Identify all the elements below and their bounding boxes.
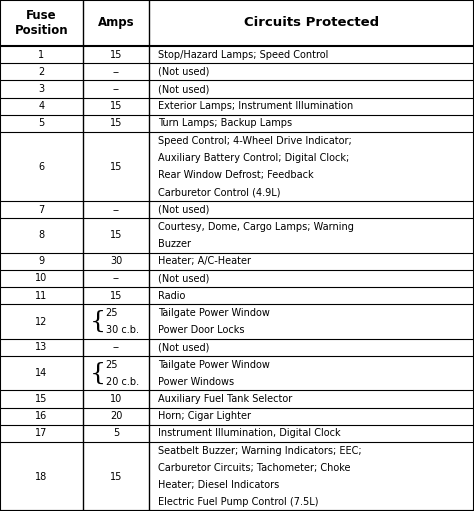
Text: Exterior Lamps; Instrument Illumination: Exterior Lamps; Instrument Illumination xyxy=(158,101,353,111)
Text: 7: 7 xyxy=(38,204,45,215)
Text: Auxiliary Fuel Tank Selector: Auxiliary Fuel Tank Selector xyxy=(158,394,292,404)
Text: Heater; Diesel Indicators: Heater; Diesel Indicators xyxy=(158,480,279,490)
Text: Horn; Cigar Lighter: Horn; Cigar Lighter xyxy=(158,411,251,421)
Text: --: -- xyxy=(113,342,119,353)
Text: Carburetor Circuits; Tachometer; Choke: Carburetor Circuits; Tachometer; Choke xyxy=(158,463,350,473)
Text: Tailgate Power Window: Tailgate Power Window xyxy=(158,360,270,369)
Text: Circuits Protected: Circuits Protected xyxy=(244,16,379,30)
Text: 25: 25 xyxy=(106,308,118,318)
Text: Rear Window Defrost; Feedback: Rear Window Defrost; Feedback xyxy=(158,170,313,180)
Text: --: -- xyxy=(113,273,119,284)
Text: Fuse
Position: Fuse Position xyxy=(15,9,68,37)
Text: 15: 15 xyxy=(110,50,122,60)
Text: 9: 9 xyxy=(38,257,45,266)
Text: 10: 10 xyxy=(36,273,47,284)
Text: 18: 18 xyxy=(36,472,47,481)
Text: {: { xyxy=(90,310,106,333)
Text: Power Windows: Power Windows xyxy=(158,377,234,387)
Text: 12: 12 xyxy=(35,316,48,327)
Text: 17: 17 xyxy=(35,429,48,438)
Text: Radio: Radio xyxy=(158,291,185,300)
Text: Speed Control; 4-Wheel Drive Indicator;: Speed Control; 4-Wheel Drive Indicator; xyxy=(158,136,352,146)
Text: Power Door Locks: Power Door Locks xyxy=(158,325,244,335)
Text: 13: 13 xyxy=(36,342,47,353)
Text: 16: 16 xyxy=(36,411,47,421)
Text: Seatbelt Buzzer; Warning Indicators; EEC;: Seatbelt Buzzer; Warning Indicators; EEC… xyxy=(158,446,362,456)
Text: 15: 15 xyxy=(110,230,122,241)
Text: Instrument Illumination, Digital Clock: Instrument Illumination, Digital Clock xyxy=(158,429,340,438)
Text: Courtesy, Dome, Cargo Lamps; Warning: Courtesy, Dome, Cargo Lamps; Warning xyxy=(158,222,354,232)
Text: 15: 15 xyxy=(110,101,122,111)
Text: 10: 10 xyxy=(110,394,122,404)
Text: {: { xyxy=(90,362,106,385)
Text: Tailgate Power Window: Tailgate Power Window xyxy=(158,308,270,318)
Text: 15: 15 xyxy=(110,291,122,300)
Text: 15: 15 xyxy=(110,472,122,481)
Text: Amps: Amps xyxy=(98,16,135,30)
Text: 30 c.b.: 30 c.b. xyxy=(106,325,139,335)
Text: Turn Lamps; Backup Lamps: Turn Lamps; Backup Lamps xyxy=(158,119,292,128)
Text: 5: 5 xyxy=(113,429,119,438)
Text: 15: 15 xyxy=(110,161,122,172)
Text: 20 c.b.: 20 c.b. xyxy=(106,377,139,387)
Text: 20: 20 xyxy=(110,411,122,421)
Text: Buzzer: Buzzer xyxy=(158,239,191,249)
Text: 3: 3 xyxy=(38,84,45,94)
Text: 6: 6 xyxy=(38,161,45,172)
Text: Carburetor Control (4.9L): Carburetor Control (4.9L) xyxy=(158,188,280,197)
Text: 5: 5 xyxy=(38,119,45,128)
Text: Electric Fuel Pump Control (7.5L): Electric Fuel Pump Control (7.5L) xyxy=(158,497,319,507)
Text: 11: 11 xyxy=(36,291,47,300)
Text: 15: 15 xyxy=(110,119,122,128)
Text: 4: 4 xyxy=(38,101,45,111)
Text: (Not used): (Not used) xyxy=(158,204,209,215)
Text: --: -- xyxy=(113,67,119,77)
Text: 15: 15 xyxy=(35,394,48,404)
Text: (Not used): (Not used) xyxy=(158,84,209,94)
Text: (Not used): (Not used) xyxy=(158,273,209,284)
Text: --: -- xyxy=(113,84,119,94)
Text: 8: 8 xyxy=(38,230,45,241)
Text: (Not used): (Not used) xyxy=(158,342,209,353)
Text: Heater; A/C-Heater: Heater; A/C-Heater xyxy=(158,257,251,266)
Text: (Not used): (Not used) xyxy=(158,67,209,77)
Text: --: -- xyxy=(113,204,119,215)
Text: Stop/Hazard Lamps; Speed Control: Stop/Hazard Lamps; Speed Control xyxy=(158,50,328,60)
Text: Auxiliary Battery Control; Digital Clock;: Auxiliary Battery Control; Digital Clock… xyxy=(158,153,349,163)
Text: 1: 1 xyxy=(38,50,45,60)
Text: 14: 14 xyxy=(36,368,47,378)
Text: 2: 2 xyxy=(38,67,45,77)
Text: 30: 30 xyxy=(110,257,122,266)
Text: 25: 25 xyxy=(106,360,118,369)
